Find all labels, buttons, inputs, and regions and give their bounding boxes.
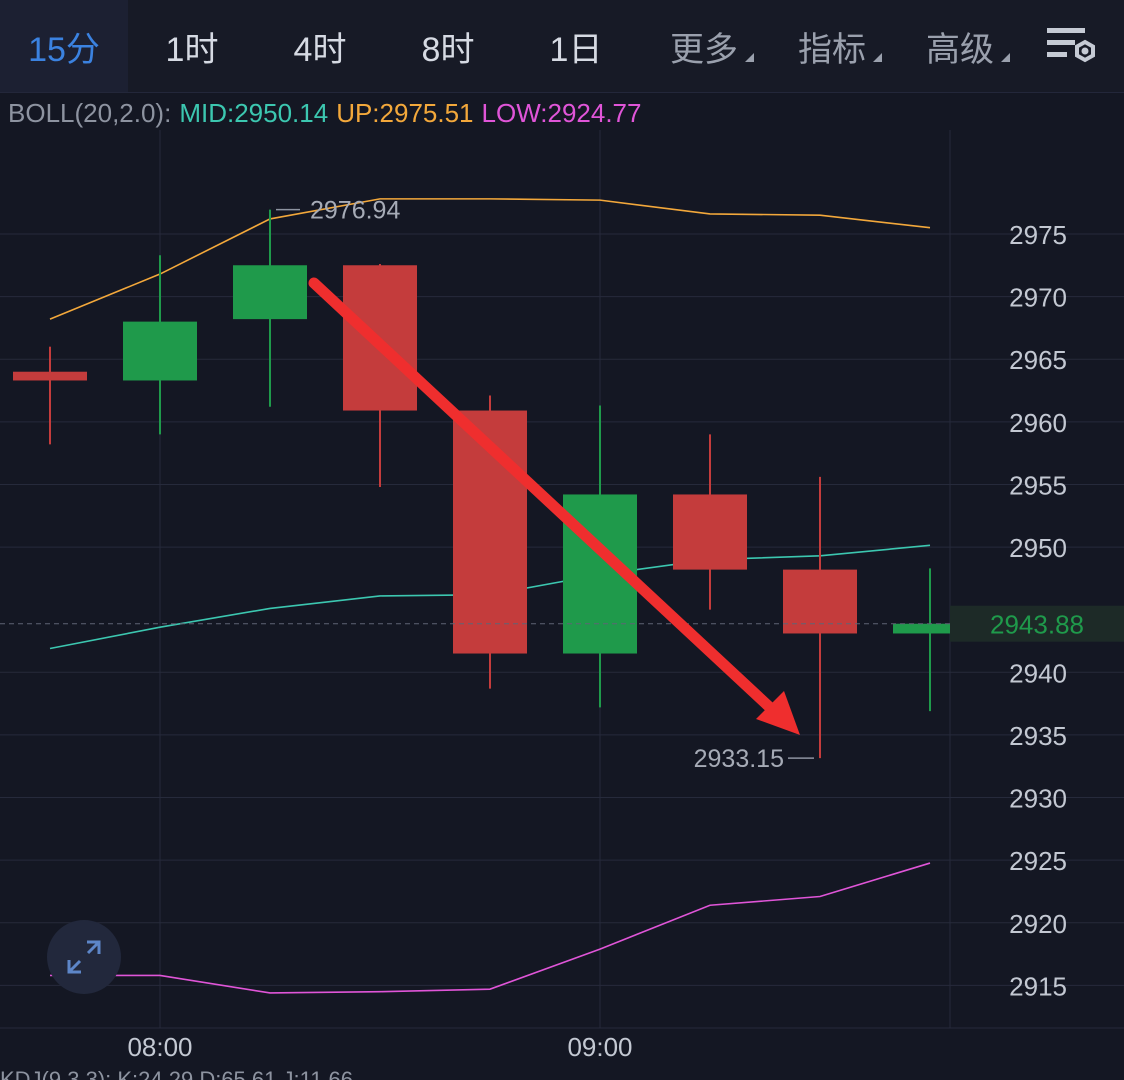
candle xyxy=(673,434,747,610)
candle xyxy=(123,255,197,435)
tab-more-dropdown[interactable]: 更多 xyxy=(640,0,768,92)
candle-body xyxy=(893,623,967,634)
last-price-tag xyxy=(950,605,1124,642)
candle xyxy=(893,568,967,712)
candle xyxy=(13,346,87,445)
tab-advanced-label: 高级 xyxy=(926,30,994,69)
y-tick-label: 2915 xyxy=(1009,971,1067,1001)
tab-more-label: 更多 xyxy=(670,30,738,69)
candle-body xyxy=(783,569,857,634)
y-tick-label: 2940 xyxy=(1009,658,1067,688)
boll-legend-up: UP:2975.51 xyxy=(336,97,474,128)
tab-1d-label: 1日 xyxy=(549,30,603,69)
boll-legend-low: LOW:2924.77 xyxy=(481,97,642,128)
y-tick-label: 2930 xyxy=(1009,784,1067,814)
dropdown-caret-icon xyxy=(745,53,754,62)
chart-settings-button[interactable] xyxy=(1042,16,1102,76)
y-tick-label: 2950 xyxy=(1009,533,1067,563)
boll-lower-line xyxy=(50,862,931,994)
candlestick-chart[interactable]: 2975 2970 2965 2960 2955 2950 2940 2935 2930 2925… xyxy=(0,130,1124,1066)
x-tick-label: 09:00 xyxy=(567,1032,632,1062)
y-tick-label: 2970 xyxy=(1009,283,1067,313)
expand-icon xyxy=(67,940,101,974)
tab-15m-label: 15分 xyxy=(28,30,100,69)
dropdown-caret-icon xyxy=(873,53,882,62)
candle-body xyxy=(233,265,307,320)
tab-4h[interactable]: 4时 xyxy=(256,0,384,92)
y-tick-label: 2955 xyxy=(1009,470,1067,500)
tab-1d[interactable]: 1日 xyxy=(512,0,640,92)
timeframe-tabbar: 15分 1时 4时 8时 1日 更多 指标 高级 xyxy=(0,0,1124,93)
tab-4h-label: 4时 xyxy=(293,30,347,69)
y-tick-label: 2960 xyxy=(1009,408,1067,438)
dropdown-caret-icon xyxy=(1001,53,1010,62)
high-price-label: 2976.94 xyxy=(310,197,400,225)
y-tick-label: 2975 xyxy=(1009,220,1067,250)
tab-indicators-label: 指标 xyxy=(798,30,866,69)
tab-indicators-dropdown[interactable]: 指标 xyxy=(768,0,896,92)
candle-body xyxy=(123,321,197,381)
candle xyxy=(783,476,857,759)
low-price-label: 2933.15 xyxy=(694,745,784,773)
boll-legend: BOLL(20,2.0): MID:2950.14 UP:2975.51 LOW… xyxy=(8,96,649,130)
expand-chart-button[interactable] xyxy=(47,920,121,994)
boll-legend-mid: MID:2950.14 xyxy=(179,97,329,128)
annotation-arrow-shaft xyxy=(308,277,784,721)
y-tick-label: 2925 xyxy=(1009,846,1067,876)
tab-advanced-dropdown[interactable]: 高级 xyxy=(896,0,1024,92)
tab-8h-label: 8时 xyxy=(421,30,475,69)
tab-8h[interactable]: 8时 xyxy=(384,0,512,92)
candle-body xyxy=(13,371,87,381)
chart-settings-icon xyxy=(1047,28,1095,63)
x-tick-label: 08:00 xyxy=(127,1032,192,1062)
boll-legend-name: BOLL(20,2.0): xyxy=(8,97,172,128)
kdj-legend: KDJ(9,3,3): K:24.29 D:65.61 J:11.66 xyxy=(0,1067,354,1080)
annotation-arrow-head xyxy=(756,691,800,735)
tab-15m[interactable]: 15分 xyxy=(0,0,128,92)
y-tick-label: 2920 xyxy=(1009,909,1067,939)
y-tick-label: 2935 xyxy=(1009,721,1067,751)
candle-body xyxy=(673,494,747,570)
y-tick-label: 2965 xyxy=(1009,345,1067,375)
candle xyxy=(233,209,307,407)
tab-1h-label: 1时 xyxy=(165,30,219,69)
last-price-label: 2943.88 xyxy=(990,610,1084,640)
tab-1h[interactable]: 1时 xyxy=(128,0,256,92)
boll-upper-line xyxy=(49,198,931,320)
